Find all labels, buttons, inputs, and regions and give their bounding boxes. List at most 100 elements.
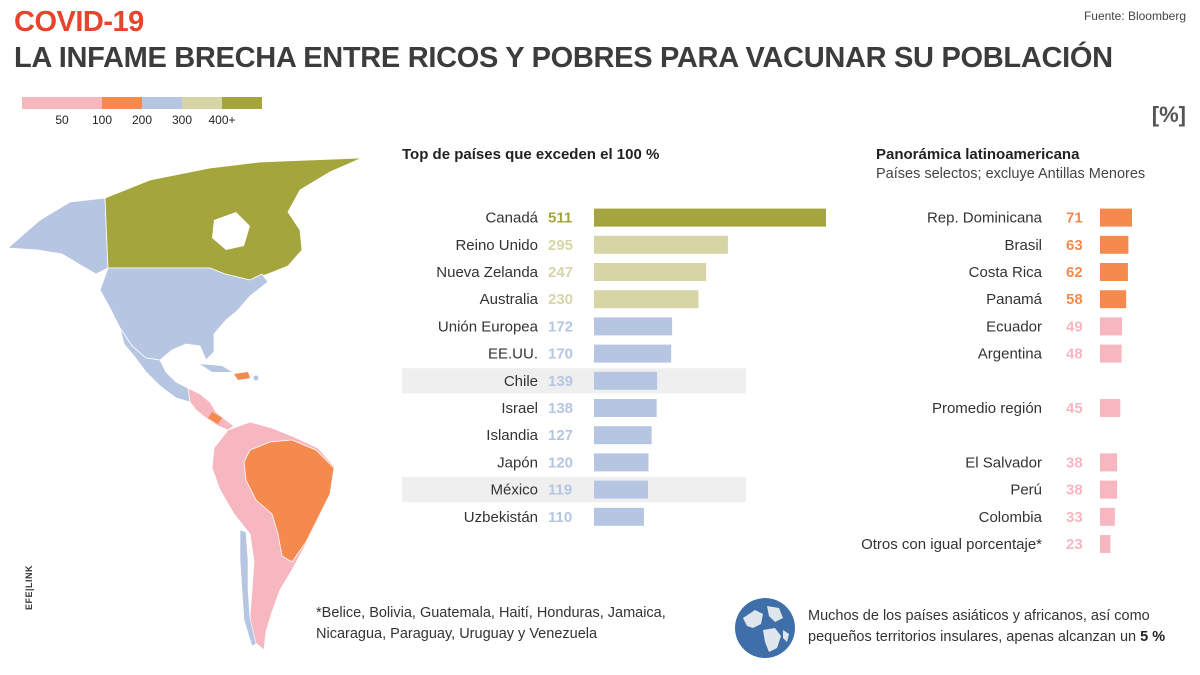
world-note-highlight: 5 % xyxy=(1140,629,1166,645)
unit-label: [%] xyxy=(1151,102,1186,127)
bar xyxy=(594,290,699,309)
category-label: Canadá xyxy=(485,210,538,227)
value-label: 119 xyxy=(548,482,572,499)
bar xyxy=(1100,480,1118,499)
footnote: *Belice, Bolivia, Guatemala, Haití, Hond… xyxy=(316,605,666,642)
bar xyxy=(594,480,649,499)
category-label: México xyxy=(490,482,538,499)
category-label: Colombia xyxy=(979,509,1043,526)
value-label: 62 xyxy=(1066,264,1083,281)
value-label: 45 xyxy=(1066,400,1083,417)
map-rep-dominicana xyxy=(234,372,250,380)
category-label: Unión Europea xyxy=(438,318,539,335)
map-usa xyxy=(99,267,269,361)
bar xyxy=(1100,535,1111,553)
category-label: EE.UU. xyxy=(488,346,538,363)
category-label: Ecuador xyxy=(986,318,1042,335)
value-label: 120 xyxy=(548,454,573,471)
latam-chart: Rep. Dominicana 71 Brasil 63 Costa Rica 62 Pan… xyxy=(861,208,1132,553)
map-chile xyxy=(239,529,257,647)
bar xyxy=(1100,290,1127,309)
category-label: Israel xyxy=(501,400,538,417)
value-label: 38 xyxy=(1066,482,1083,499)
headline: LA INFAME BRECHA ENTRE RICOS Y POBRES PA… xyxy=(14,42,1113,74)
bar xyxy=(594,208,826,227)
value-label: 48 xyxy=(1066,346,1083,363)
map-brasil xyxy=(243,439,335,563)
category-label: Japón xyxy=(497,454,538,471)
legend-swatch xyxy=(222,97,262,109)
category-label: Uzbekistán xyxy=(464,509,538,526)
world-note: Muchos de los países asiáticos y african… xyxy=(808,606,1188,648)
value-label: 33 xyxy=(1066,509,1083,526)
latam-subtitle: Países selectos; excluye Antillas Menore… xyxy=(876,166,1146,182)
kicker-title: COVID-19 xyxy=(14,6,144,38)
bar xyxy=(594,399,657,417)
value-label: 247 xyxy=(548,264,573,281)
legend-swatch xyxy=(142,97,182,109)
legend-label: 300 xyxy=(171,113,193,127)
category-label: Argentina xyxy=(978,346,1043,363)
bar xyxy=(594,426,652,445)
bar xyxy=(1100,344,1122,363)
category-label: Otros con igual porcentaje* xyxy=(861,536,1042,553)
bar xyxy=(594,453,649,472)
legend-label: 100 xyxy=(91,113,113,127)
map-puerto-rico xyxy=(253,375,259,381)
world-note-text: Muchos de los países asiáticos y african… xyxy=(808,608,1150,645)
value-label: 139 xyxy=(548,373,573,390)
americas-map xyxy=(7,157,363,651)
category-label: Reino Unido xyxy=(455,237,538,254)
highlight-row xyxy=(402,477,746,503)
bar xyxy=(1100,263,1128,281)
category-label: Perú xyxy=(1010,482,1042,499)
map-central-america xyxy=(187,387,235,431)
globe-icon xyxy=(735,598,795,658)
category-label: Australia xyxy=(480,291,539,308)
bar xyxy=(594,371,658,390)
latam-title: Panorámica latinoamericana xyxy=(876,146,1080,163)
legend-label: 400+ xyxy=(208,113,236,127)
map-cuba xyxy=(200,364,232,372)
value-label: 110 xyxy=(548,509,572,526)
map-hudson-bay xyxy=(212,212,250,250)
value-label: 127 xyxy=(548,427,573,444)
value-label: 23 xyxy=(1066,536,1083,553)
bar xyxy=(1100,208,1132,227)
value-label: 170 xyxy=(548,346,573,363)
top-countries-title: Top de países que exceden el 100 % xyxy=(402,146,660,163)
map-alaska xyxy=(7,197,109,275)
category-label: Panamá xyxy=(986,291,1043,308)
legend-label: 50 xyxy=(55,113,69,127)
highlight-row xyxy=(402,368,746,394)
value-label: 172 xyxy=(548,318,573,335)
value-label: 58 xyxy=(1066,291,1083,308)
value-label: 230 xyxy=(548,291,573,308)
category-label: Brasil xyxy=(1004,237,1042,254)
bar xyxy=(594,263,707,281)
legend-swatch xyxy=(62,97,102,109)
bar xyxy=(594,507,644,526)
value-label: 63 xyxy=(1066,237,1083,254)
value-label: 38 xyxy=(1066,454,1083,471)
value-label: 295 xyxy=(548,237,573,254)
category-label: Rep. Dominicana xyxy=(927,210,1043,227)
category-label: El Salvador xyxy=(965,454,1042,471)
value-label: 49 xyxy=(1066,318,1083,335)
bar xyxy=(594,317,673,336)
category-label: Chile xyxy=(504,373,538,390)
value-label: 511 xyxy=(548,210,572,227)
bar xyxy=(1100,235,1129,254)
source-note: Fuente: Bloomberg xyxy=(1083,9,1186,23)
legend-swatch xyxy=(182,97,222,109)
color-legend: 50 100 200 300 400+ xyxy=(22,97,262,129)
bar xyxy=(594,235,728,254)
value-label: 71 xyxy=(1066,210,1083,227)
category-label: Nueva Zelanda xyxy=(436,264,538,281)
category-label: Costa Rica xyxy=(969,264,1043,281)
bar xyxy=(1100,507,1115,526)
legend-swatch xyxy=(102,97,142,109)
legend-label: 200 xyxy=(131,113,153,127)
value-label: 138 xyxy=(548,400,573,417)
category-label: Islandia xyxy=(486,427,538,444)
